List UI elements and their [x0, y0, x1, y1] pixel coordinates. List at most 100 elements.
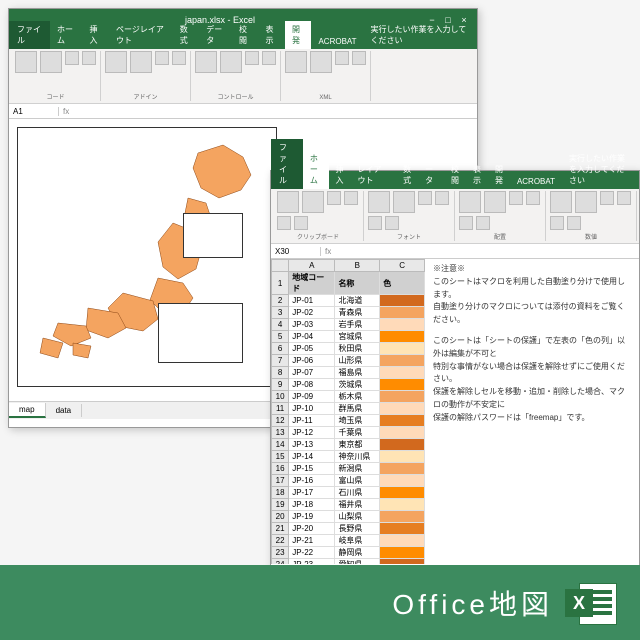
cell-code[interactable]: JP-06 [289, 355, 335, 367]
row-header[interactable]: 9 [272, 379, 289, 391]
cell-color[interactable] [380, 391, 425, 403]
row-header[interactable]: 23 [272, 547, 289, 559]
ribbon-button[interactable] [509, 191, 523, 205]
cell-code[interactable]: JP-07 [289, 367, 335, 379]
ribbon-tab[interactable]: ページレイアウト [109, 21, 173, 49]
col-header[interactable]: C [380, 260, 425, 272]
row-header[interactable]: 7 [272, 355, 289, 367]
ribbon-button[interactable] [550, 216, 564, 230]
ribbon-button[interactable] [302, 191, 324, 213]
col-header[interactable]: B [335, 260, 380, 272]
ribbon-button[interactable] [15, 51, 37, 73]
cell-code[interactable]: JP-10 [289, 403, 335, 415]
cell-code[interactable]: JP-15 [289, 463, 335, 475]
cell-color[interactable] [380, 331, 425, 343]
cell-name[interactable]: 茨城県 [335, 379, 380, 391]
row-header[interactable]: 14 [272, 439, 289, 451]
ribbon-button[interactable] [220, 51, 242, 73]
cell-code[interactable]: JP-13 [289, 439, 335, 451]
ribbon-button[interactable] [418, 191, 432, 205]
cell-code[interactable]: JP-20 [289, 523, 335, 535]
ribbon-button[interactable] [285, 51, 307, 73]
ribbon-button[interactable] [567, 216, 581, 230]
cell-code[interactable]: JP-19 [289, 511, 335, 523]
ribbon-button[interactable] [476, 216, 490, 230]
ribbon-button[interactable] [195, 51, 217, 73]
ribbon-button[interactable] [105, 51, 127, 73]
ribbon-button[interactable] [526, 191, 540, 205]
ribbon-button[interactable] [352, 51, 366, 65]
ribbon-tab[interactable]: ファイル [9, 21, 50, 49]
cell-color[interactable] [380, 403, 425, 415]
ribbon-button[interactable] [294, 216, 308, 230]
cell-name[interactable]: 福井県 [335, 499, 380, 511]
row-header[interactable]: 3 [272, 307, 289, 319]
ribbon-button[interactable] [368, 216, 382, 230]
ribbon-button[interactable] [245, 51, 259, 65]
ribbon-button[interactable] [172, 51, 186, 65]
cell-color[interactable] [380, 295, 425, 307]
row-header[interactable]: 17 [272, 475, 289, 487]
row-header[interactable]: 22 [272, 535, 289, 547]
ribbon-button[interactable] [65, 51, 79, 65]
ribbon-tab[interactable]: 表示 [466, 161, 488, 189]
ribbon-button[interactable] [277, 191, 299, 213]
data-table[interactable]: ABC1地域コード名称色2JP-01北海道3JP-02青森県4JP-03岩手県5… [271, 259, 425, 564]
cell-code[interactable]: JP-01 [289, 295, 335, 307]
cell-code[interactable]: JP-14 [289, 451, 335, 463]
ribbon-tab[interactable]: 挿入 [83, 21, 109, 49]
ribbon-tab[interactable]: ACROBAT [510, 174, 562, 189]
row-header[interactable]: 18 [272, 487, 289, 499]
cell-name[interactable]: 神奈川県 [335, 451, 380, 463]
ribbon-tab[interactable]: 挿入 [329, 161, 351, 189]
ribbon-button[interactable] [600, 191, 614, 205]
cell-name[interactable]: 青森県 [335, 307, 380, 319]
row-header[interactable]: 20 [272, 511, 289, 523]
ribbon-tab[interactable]: ファイル [271, 139, 303, 189]
cell-color[interactable] [380, 475, 425, 487]
fx-icon[interactable]: fx [59, 107, 73, 116]
cell-name[interactable]: 長野県 [335, 523, 380, 535]
ribbon-button[interactable] [40, 51, 62, 73]
cell-code[interactable]: JP-08 [289, 379, 335, 391]
cell-name[interactable]: 新潟県 [335, 463, 380, 475]
cell-name[interactable]: 富山県 [335, 475, 380, 487]
cell-color[interactable] [380, 523, 425, 535]
ribbon-button[interactable] [155, 51, 169, 65]
ribbon-button[interactable] [575, 191, 597, 213]
ribbon-tab[interactable]: 実行したい作業を入力してください [562, 150, 639, 189]
cell-color[interactable] [380, 535, 425, 547]
cell-color[interactable] [380, 451, 425, 463]
ribbon-button[interactable] [617, 191, 631, 205]
cell-name[interactable]: 静岡県 [335, 547, 380, 559]
ribbon-button[interactable] [459, 216, 473, 230]
cell-code[interactable]: JP-02 [289, 307, 335, 319]
cell-name[interactable]: 埼玉県 [335, 415, 380, 427]
col-header[interactable] [272, 260, 289, 272]
ribbon-tab[interactable]: 開発 [285, 21, 311, 49]
name-box[interactable]: A1 [9, 107, 59, 116]
ribbon-tab[interactable]: 表示 [258, 21, 284, 49]
row-header[interactable]: 4 [272, 319, 289, 331]
cell-name[interactable]: 群馬県 [335, 403, 380, 415]
ribbon-button[interactable] [435, 191, 449, 205]
cell-name[interactable]: 山梨県 [335, 511, 380, 523]
cell-color[interactable] [380, 319, 425, 331]
ribbon-button[interactable] [484, 191, 506, 213]
cell-name[interactable]: 東京都 [335, 439, 380, 451]
row-header[interactable]: 2 [272, 295, 289, 307]
row-header[interactable]: 10 [272, 391, 289, 403]
cell-code[interactable]: JP-04 [289, 331, 335, 343]
cell-name[interactable]: 北海道 [335, 295, 380, 307]
cell-color[interactable] [380, 343, 425, 355]
cell-code[interactable]: JP-17 [289, 487, 335, 499]
cell-code[interactable]: JP-23 [289, 559, 335, 565]
ribbon-tab[interactable]: データ [199, 21, 232, 49]
row-header[interactable]: 5 [272, 331, 289, 343]
row-header[interactable]: 24 [272, 559, 289, 565]
ribbon-button[interactable] [310, 51, 332, 73]
cell-code[interactable]: JP-05 [289, 343, 335, 355]
ribbon-tab[interactable]: ホーム [50, 21, 83, 49]
ribbon-tab[interactable]: 校閲 [232, 21, 258, 49]
ribbon-button[interactable] [393, 191, 415, 213]
